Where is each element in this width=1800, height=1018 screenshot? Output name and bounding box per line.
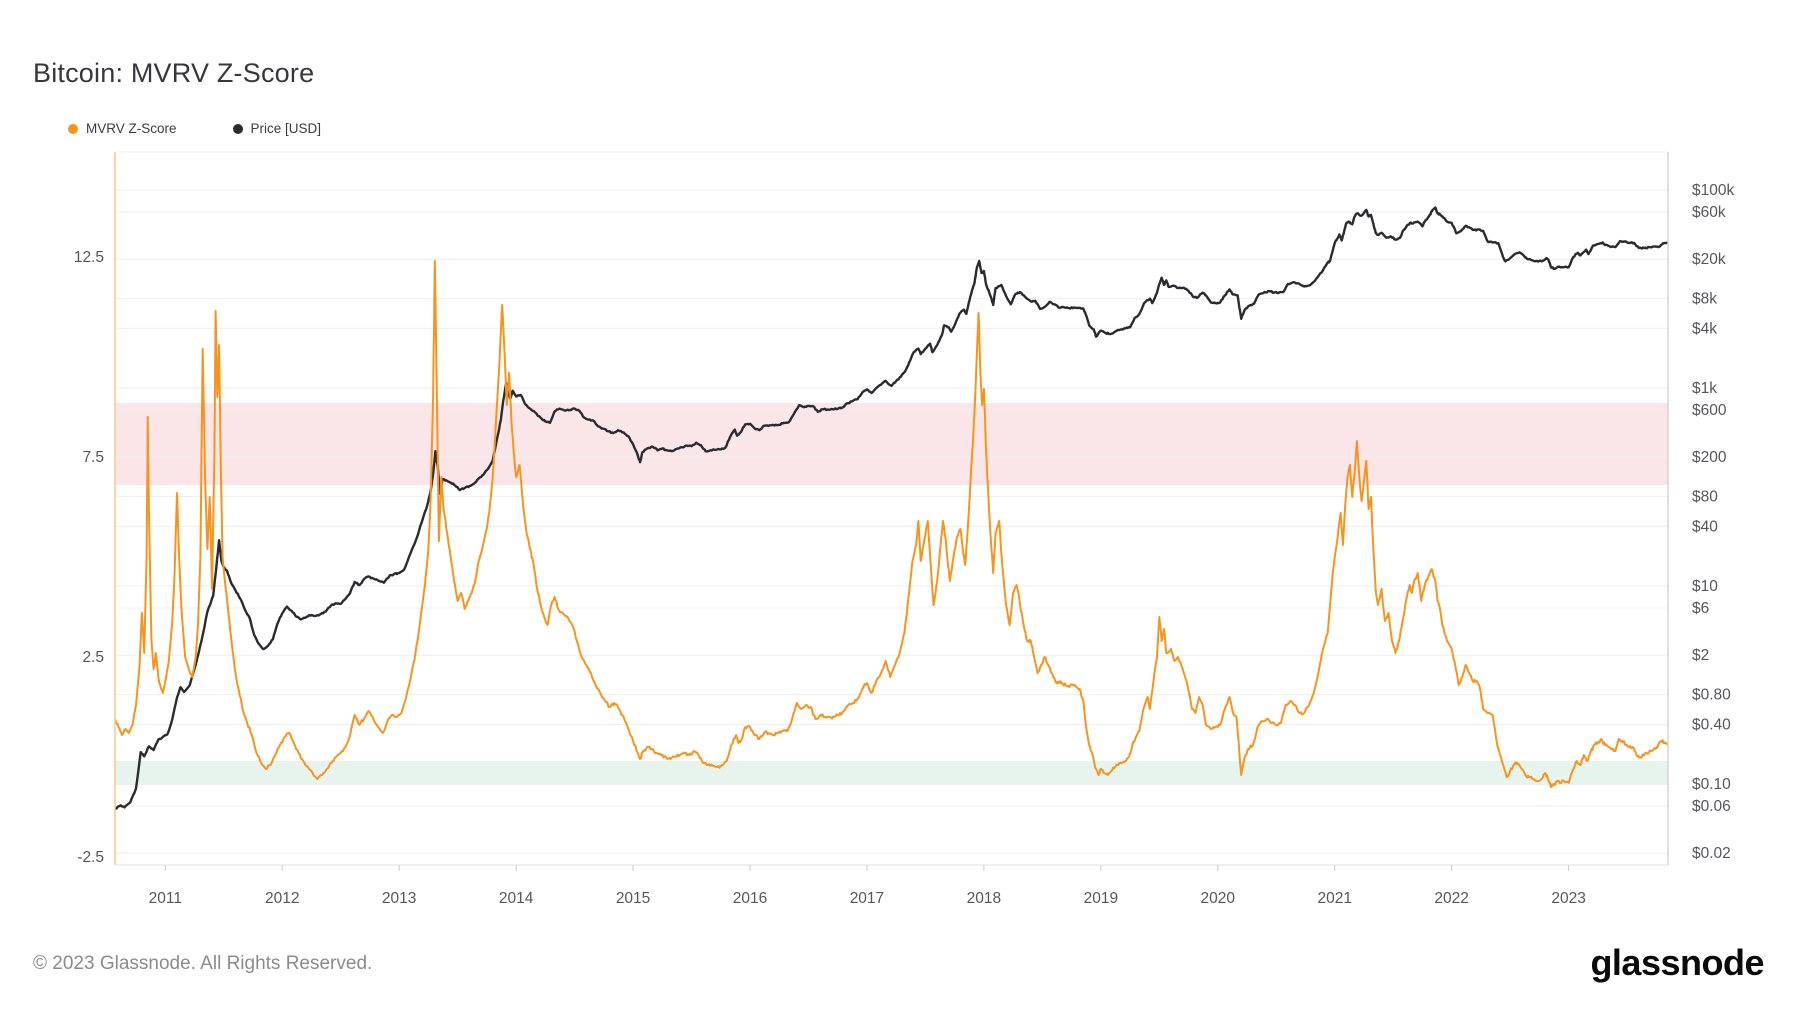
x-axis-label: 2015: [616, 890, 650, 907]
x-axis-label: 2013: [382, 890, 416, 907]
price-axis-label: $20k: [1692, 251, 1726, 268]
x-axis-label: 2012: [265, 890, 299, 907]
glassnode-logo: glassnode: [1590, 942, 1764, 983]
mvrv-series-dot-icon: [68, 123, 78, 134]
copyright-text: © 2023 Glassnode. All Rights Reserved.: [33, 953, 373, 974]
z-axis-label: 2.5: [82, 649, 104, 666]
price-axis-label: $8k: [1692, 291, 1717, 308]
price-axis-label: $0.80: [1692, 687, 1731, 704]
price-axis-label: $100k: [1692, 182, 1734, 199]
price-axis-label: $10: [1692, 578, 1718, 595]
price-axis-label: $4k: [1692, 320, 1717, 337]
legend-item-mvrv-z-score[interactable]: MVRV Z-Score: [68, 121, 177, 136]
price-axis-label: $0.02: [1692, 845, 1731, 862]
x-axis-label: 2017: [850, 890, 884, 907]
price-axis-label: $1k: [1692, 380, 1717, 397]
x-axis-label: 2020: [1201, 890, 1236, 907]
price-axis-label: $0.40: [1692, 716, 1731, 733]
x-axis-label: 2023: [1551, 890, 1585, 907]
x-axis-label: 2019: [1084, 890, 1118, 907]
legend-item-price-usd[interactable]: Price [USD]: [232, 121, 322, 136]
mvrv-series-line: [115, 260, 1668, 788]
price-axis-label: $40: [1692, 518, 1718, 535]
legend-label: MVRV Z-Score: [86, 121, 177, 136]
z-axis-label: 12.5: [74, 249, 104, 266]
x-axis-label: 2022: [1434, 890, 1468, 907]
x-axis-label: 2018: [967, 890, 1001, 907]
price-axis-label: $80: [1692, 489, 1718, 506]
x-axis-label: 2016: [733, 890, 767, 907]
price-axis-label: $60k: [1692, 204, 1726, 221]
x-axis-label: 2014: [499, 890, 534, 907]
price-axis-label: $200: [1692, 449, 1727, 466]
price-axis-label: $0.06: [1692, 798, 1731, 815]
x-axis-label: 2021: [1317, 890, 1351, 907]
price-axis-label: $2: [1692, 647, 1709, 664]
price-series-line: [115, 206, 1668, 811]
legend-label: Price [USD]: [250, 121, 322, 136]
chart-legend: MVRV Z-Score Price [USD]: [68, 121, 321, 136]
z-axis-label: 7.5: [82, 449, 104, 466]
price-axis-label: $0.10: [1692, 776, 1731, 793]
undervalued-band: [115, 761, 1668, 785]
page-title: Bitcoin: MVRV Z-Score: [33, 58, 315, 89]
x-axis-label: 2011: [149, 890, 182, 907]
z-axis-label: -2.5: [77, 849, 104, 866]
price-axis-label: $600: [1692, 402, 1727, 419]
price-axis-label: $6: [1692, 600, 1709, 617]
overvalued-band: [115, 403, 1668, 485]
price-series-dot-icon: [232, 123, 243, 134]
